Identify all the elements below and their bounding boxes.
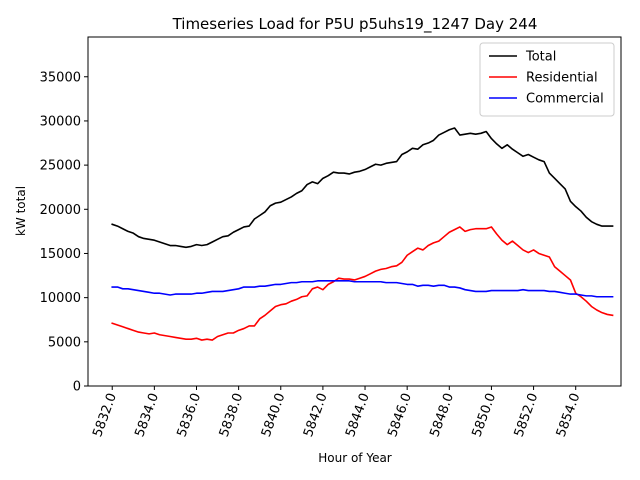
- y-tick-label: 10000: [40, 291, 81, 306]
- x-tick-label: 5854.0: [554, 391, 584, 439]
- y-tick-label: 20000: [40, 203, 81, 218]
- x-tick-label: 5846.0: [385, 391, 415, 439]
- y-tick-label: 0: [73, 380, 81, 395]
- x-tick-label: 5850.0: [470, 391, 500, 439]
- y-axis: 0 5000 10000 15000 20000 25000 30000 35000: [40, 70, 88, 395]
- x-tick-label: 5848.0: [427, 391, 457, 439]
- y-tick-label: 30000: [40, 114, 81, 129]
- y-tick-label: 35000: [40, 70, 81, 85]
- series-layer: [111, 127, 614, 341]
- x-tick-label: 5840.0: [259, 391, 289, 439]
- chart-title: Timeseries Load for P5U p5uhs19_1247 Day…: [172, 15, 538, 34]
- y-tick-label: 15000: [40, 247, 81, 262]
- legend: Total Residential Commercial: [479, 42, 615, 117]
- legend-label-total: Total: [525, 50, 556, 65]
- x-axis-label: Hour of Year: [318, 451, 392, 465]
- x-tick-label: 5844.0: [343, 391, 373, 439]
- x-tick-label: 5832.0: [90, 391, 120, 439]
- legend-entries: Total Residential Commercial: [489, 50, 604, 107]
- y-axis-label: kW total: [14, 186, 28, 236]
- plot-area-frame: [87, 36, 622, 387]
- x-axis: 5832.0 5834.0 5836.0 5838.0 5840.0 5842.0 5844…: [90, 386, 583, 439]
- x-tick-label: 5836.0: [175, 391, 205, 439]
- y-tick-label: 25000: [40, 159, 81, 174]
- x-tick-label: 5842.0: [301, 391, 331, 439]
- series-line-residential: [111, 226, 614, 341]
- x-tick-label: 5834.0: [132, 391, 162, 439]
- x-tick-label: 5838.0: [217, 391, 247, 439]
- x-tick-label: 5852.0: [512, 391, 542, 439]
- y-tick-label: 5000: [48, 335, 81, 350]
- legend-label-residential: Residential: [526, 71, 598, 86]
- series-line-commercial: [111, 280, 614, 298]
- legend-label-commercial: Commercial: [526, 92, 604, 107]
- series-line-total: [111, 127, 614, 249]
